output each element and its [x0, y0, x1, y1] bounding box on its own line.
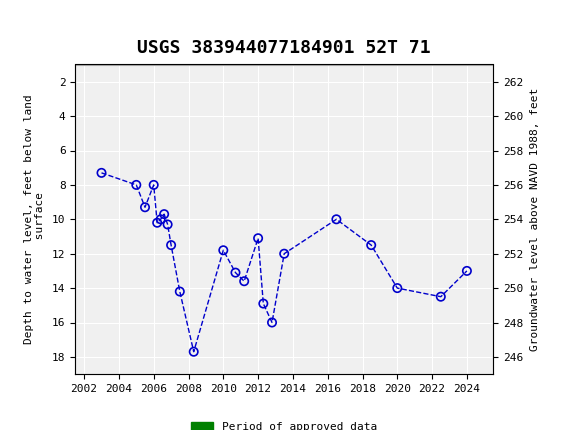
Bar — [354, 376, 357, 383]
Point — [132, 181, 141, 188]
Point — [253, 235, 263, 242]
Point — [367, 242, 376, 249]
Point — [97, 169, 106, 176]
Point — [149, 181, 158, 188]
Point — [219, 247, 228, 254]
Point — [189, 348, 198, 355]
Point — [175, 288, 184, 295]
Point — [160, 211, 169, 218]
Bar — [98, 376, 105, 383]
Bar — [319, 376, 322, 383]
Bar — [281, 376, 288, 383]
Point — [393, 285, 402, 292]
Point — [267, 319, 277, 326]
Point — [280, 250, 289, 257]
Bar — [462, 376, 469, 383]
Point — [436, 293, 445, 300]
Point — [140, 204, 150, 211]
Y-axis label: Depth to water level, feet below land
 surface: Depth to water level, feet below land su… — [24, 95, 45, 344]
Text: ⊠USGS: ⊠USGS — [12, 16, 70, 35]
Title: USGS 383944077184901 52T 71: USGS 383944077184901 52T 71 — [137, 40, 431, 57]
Point — [156, 216, 165, 223]
Point — [240, 278, 249, 285]
Bar — [389, 376, 394, 383]
Bar — [423, 376, 429, 383]
Point — [166, 242, 176, 249]
Point — [163, 221, 172, 228]
Y-axis label: Groundwater level above NAVD 1988, feet: Groundwater level above NAVD 1988, feet — [530, 88, 540, 351]
Point — [332, 216, 341, 223]
Bar — [180, 376, 189, 383]
Bar — [133, 376, 150, 383]
Bar — [215, 376, 272, 383]
Point — [259, 300, 268, 307]
Point — [231, 269, 240, 276]
Point — [153, 219, 162, 226]
Legend: Period of approved data: Period of approved data — [187, 418, 382, 430]
Point — [462, 267, 472, 274]
